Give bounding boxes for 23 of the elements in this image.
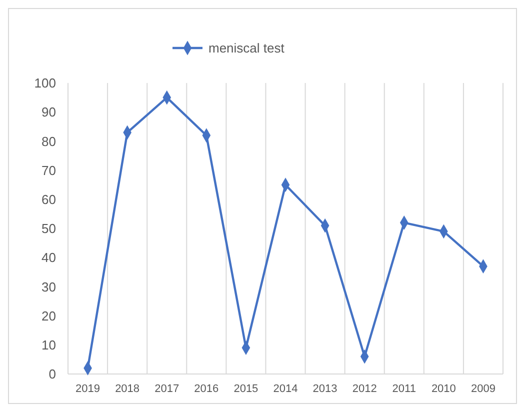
y-tick-label: 60 bbox=[42, 192, 56, 207]
x-tick-label: 2009 bbox=[470, 383, 496, 395]
legend-label: meniscal test bbox=[208, 40, 285, 56]
y-tick-label: 0 bbox=[48, 366, 56, 382]
y-tick-label: 20 bbox=[42, 308, 56, 324]
y-tick-label: 80 bbox=[42, 134, 56, 149]
x-tick-label: 2019 bbox=[76, 383, 100, 395]
x-tick-label: 2015 bbox=[234, 383, 258, 395]
x-tick-label: 2014 bbox=[273, 383, 298, 395]
x-tick-label: 2010 bbox=[431, 383, 456, 395]
y-tick-label: 30 bbox=[42, 279, 56, 294]
x-tick-label: 2011 bbox=[392, 383, 416, 395]
x-tick-label: 2018 bbox=[115, 383, 140, 395]
y-tick-label: 50 bbox=[42, 221, 56, 236]
x-tick-label: 2016 bbox=[194, 383, 219, 395]
y-tick-label: 40 bbox=[42, 250, 56, 266]
y-tick-label: 10 bbox=[42, 337, 56, 352]
y-tick-label: 100 bbox=[34, 76, 56, 91]
x-tick-label: 2017 bbox=[154, 383, 180, 395]
x-tick-label: 2012 bbox=[352, 383, 377, 395]
y-tick-label: 90 bbox=[42, 104, 56, 120]
y-tick-label: 70 bbox=[42, 162, 56, 178]
x-tick-label: 2013 bbox=[312, 383, 338, 395]
